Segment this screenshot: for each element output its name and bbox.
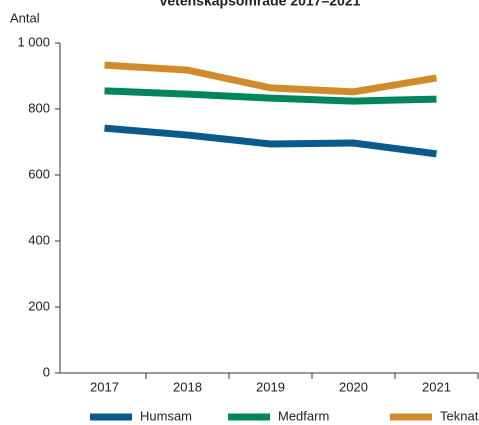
- series-line: [104, 87, 437, 105]
- y-tick-label: 200: [28, 298, 50, 313]
- y-tick-label: 600: [28, 166, 50, 181]
- y-tick-label: 0: [43, 364, 50, 379]
- x-tick-label: 2017: [90, 379, 119, 394]
- series-line: [104, 61, 438, 96]
- series-line: [104, 124, 437, 158]
- legend-label: Humsam: [140, 408, 192, 423]
- y-tick-label: 800: [28, 100, 50, 115]
- x-tick-label: 2021: [422, 379, 451, 394]
- legend-label: Teknat: [440, 408, 479, 423]
- y-axis-label: Antal: [10, 10, 40, 25]
- x-tick-label: 2018: [173, 379, 202, 394]
- legend-label: Medfarm: [278, 408, 329, 423]
- y-tick-label: 400: [28, 232, 50, 247]
- chart-title: vetenskapsområde 2017–2021: [160, 0, 361, 9]
- y-tick-label: 1 000: [17, 34, 50, 49]
- x-tick-label: 2020: [339, 379, 368, 394]
- x-tick-label: 2019: [256, 379, 285, 394]
